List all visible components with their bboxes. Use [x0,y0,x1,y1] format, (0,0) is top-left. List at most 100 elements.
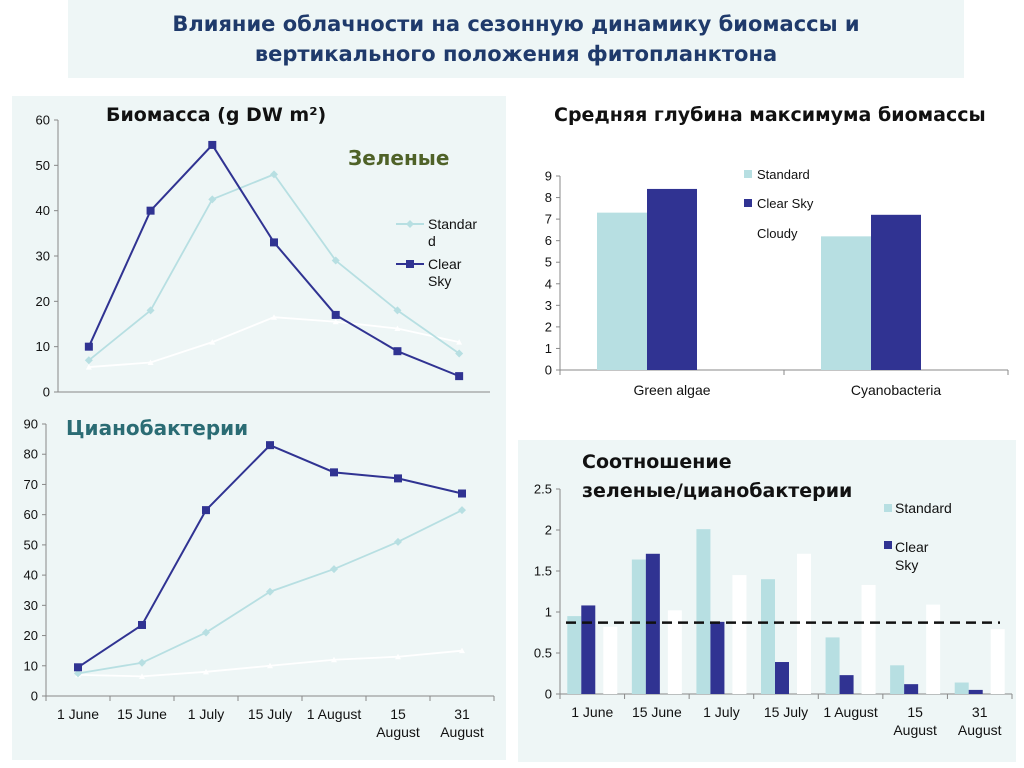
green-point-standard [84,356,93,365]
ratio-bar-cloudy [667,610,682,694]
ratio-chart-title-line2: зеленые/цианобактерии [582,480,853,502]
green-point-standard [331,256,340,265]
cyano-y-tick-label: 70 [24,477,38,492]
cyano-x-tick-label: 1 July [188,706,225,722]
green-y-tick-label: 50 [36,158,50,173]
ratio-legend-standard-swatch [884,504,892,512]
ratio-x-tick-label: August [958,722,1002,738]
ratio-bar-cloudy [797,553,811,694]
ratio-y-tick-label: 2 [545,523,552,538]
cyano-x-tick-label: 1 June [57,706,99,722]
green-point-clear-sky [393,347,402,356]
green-series-clear-sky [87,143,460,378]
ratio-bar-cloudy [732,575,747,694]
page-title-line1: Влияние облачности на сезонную динамику … [172,12,860,36]
ratio-y-tick-label: 1.5 [534,564,552,579]
cyano-x-tick-label: 1 August [307,706,362,722]
cyano-y-tick-label: 90 [24,417,38,432]
green-point-clear-sky [331,310,340,319]
depth-y-tick-label: 9 [545,169,552,184]
ratio-bar-clear-sky [904,684,919,694]
ratio-x-tick-label: 1 June [571,704,613,720]
ratio-bar-standard [567,616,582,694]
depth-y-tick-label: 2 [545,319,552,334]
ratio-bar-clear-sky [581,605,596,694]
ratio-x-tick-label: 15 June [632,704,682,720]
cyano-y-tick-label: 60 [24,507,38,522]
ratio-y-tick-label: 1 [545,605,552,620]
green-legend-clear-sky-label: Clear [428,256,462,272]
ratio-legend-clear-sky-label-wrap: Sky [895,557,918,573]
ratio-x-tick-label: 15 July [764,704,808,720]
cyano-point-cloudy [139,673,145,679]
depth-y-tick-label: 0 [545,363,552,378]
cyano-y-tick-label: 50 [24,537,38,552]
green-y-tick-label: 10 [36,339,50,354]
cyano-y-tick-label: 0 [31,689,38,704]
cyano-biomass-title: Цианобактерии [66,416,248,440]
title-banner: Влияние облачности на сезонную динамику … [68,0,964,78]
green-y-tick-label: 30 [36,249,50,264]
cyano-y-tick-label: 10 [24,658,38,673]
page-title: Влияние облачности на сезонную динамику … [172,9,859,69]
left-chart-panel [12,96,506,760]
ratio-x-tick-label: 1 August [823,704,878,720]
cyano-point-cloudy [331,656,337,663]
cyano-point-clear-sky [458,489,466,498]
cyano-x-tick-label: 15 [390,706,406,722]
ratio-bar-standard [631,559,646,694]
ratio-legend-standard-label: Standard [895,500,952,516]
ratio-bar-clear-sky [710,621,725,694]
depth-legend-standard-label: Standard [757,167,810,182]
green-series-cloudy [88,316,460,368]
ratio-chart-title-line1: Соотношение [582,451,732,473]
green-legend-standard-label-wrap: d [428,233,436,249]
ratio-y-tick-label: 2.5 [534,482,552,497]
depth-x-tick-label: Green algae [633,382,710,398]
depth-y-tick-label: 1 [545,341,552,356]
cyano-point-clear-sky [74,663,82,672]
ratio-x-tick-label: 15 [907,704,923,720]
ratio-bar-cloudy [603,626,618,694]
ratio-y-tick-label: 0 [545,687,552,702]
green-point-clear-sky [84,342,93,351]
green-y-tick-label: 60 [36,113,50,128]
cyano-x-tick-label: 15 July [248,706,292,722]
green-legend-standard-label: Standar [428,216,477,232]
cyano-biomass-title-text: Цианобактерии [66,416,249,440]
green-point-clear-sky [270,238,278,247]
depth-legend-clear-sky-swatch [744,199,752,207]
green-legend-standard-marker [406,220,414,228]
green-y-tick-label: 20 [36,294,50,309]
ratio-bar-cloudy [926,604,941,694]
depth-chart-title-text: Средняя глубина максимума биомассы [554,104,986,126]
green-point-clear-sky [146,206,155,215]
page-title-line2: вертикального положения фитопланктона [254,42,778,66]
green-point-cloudy [456,339,463,345]
cyano-point-cloudy [459,647,465,654]
green-point-clear-sky [208,140,217,149]
depth-legend-cloudy-swatch [744,229,752,237]
depth-bar-standard [597,212,647,370]
green-algae-label-text: Зеленые [348,146,450,170]
depth-y-tick-label: 6 [545,233,552,248]
depth-x-tick-label: Cyanobacteria [851,382,941,398]
green-point-standard [455,349,464,358]
green-point-clear-sky [455,372,464,381]
green-point-standard [208,195,217,204]
depth-chart-title: Средняя глубина максимума биомассы [554,104,986,126]
green-legend-clear-sky-label-wrap: Sky [428,273,451,289]
ratio-legend-clear-sky-swatch [884,541,892,549]
ratio-bar-standard [890,665,905,694]
cyano-y-tick-label: 20 [24,628,38,643]
cyano-x-tick-label: August [440,724,484,740]
cyano-point-clear-sky [202,506,210,515]
ratio-bar-standard [825,637,840,694]
green-point-cloudy [394,325,401,332]
ratio-bar-standard [954,682,969,694]
depth-legend-cloudy-label: Cloudy [757,226,798,241]
cyano-x-tick-label: 15 June [117,706,167,722]
green-biomass-title: Биомасса (g DW m²) [106,104,327,126]
ratio-legend-clear-sky-label: Clear [895,539,929,555]
